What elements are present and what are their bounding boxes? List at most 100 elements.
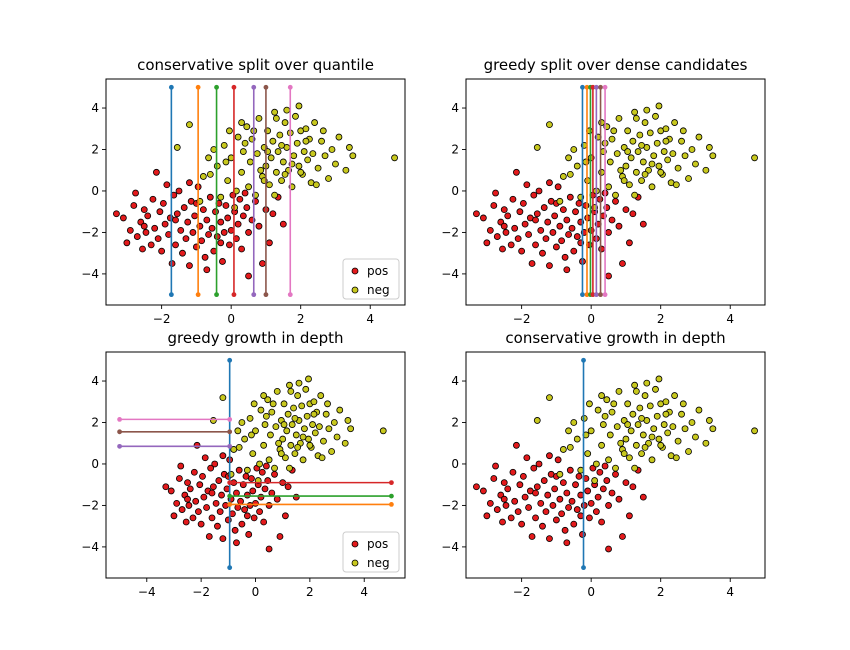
point-pos (619, 260, 626, 267)
point-pos (483, 239, 491, 247)
point-neg (605, 456, 612, 464)
split-line-end (389, 480, 394, 486)
point-neg (299, 456, 307, 464)
y-tick-label: 0 (91, 457, 99, 471)
point-pos (528, 533, 536, 540)
point-neg (615, 387, 623, 395)
point-neg (610, 127, 618, 135)
axes-frame (465, 351, 766, 579)
split-line-end (584, 84, 590, 90)
point-neg (260, 441, 268, 449)
point-pos (537, 499, 545, 507)
point-pos (243, 512, 251, 520)
point-pos (568, 497, 576, 505)
point-pos (252, 499, 259, 507)
point-pos (499, 518, 506, 526)
split-line-end (580, 84, 585, 90)
point-pos (184, 218, 192, 226)
subplot-greedy-split: greedy split over dense candidates −2 0 2 4… (441, 56, 766, 326)
point-neg (253, 150, 261, 158)
point-neg (678, 137, 685, 145)
legend: pos neg (342, 258, 400, 300)
point-neg (626, 181, 633, 189)
point-pos (570, 520, 578, 528)
point-neg (615, 114, 623, 122)
point-neg (624, 148, 632, 155)
point-neg (292, 431, 300, 439)
point-neg (570, 146, 578, 153)
point-pos (130, 202, 138, 209)
point-pos (599, 485, 607, 493)
point-pos (261, 485, 269, 493)
point-neg (310, 410, 318, 418)
point-neg (230, 446, 238, 453)
point-pos (612, 197, 619, 205)
point-neg (294, 392, 302, 399)
point-pos (532, 241, 539, 249)
point-neg (249, 450, 257, 457)
subplot-title: conservative split over quantile (137, 56, 374, 74)
point-neg (627, 427, 635, 435)
point-pos (509, 468, 517, 476)
point-neg (271, 191, 279, 199)
point-neg (287, 387, 295, 395)
point-pos (208, 224, 216, 232)
point-pos (492, 189, 499, 197)
point-pos (615, 222, 623, 230)
point-pos (178, 506, 186, 513)
point-neg (273, 387, 281, 395)
point-pos (639, 220, 647, 228)
point-pos (167, 487, 175, 495)
point-pos (191, 212, 199, 220)
point-neg (660, 421, 668, 428)
point-neg (246, 158, 254, 166)
point-pos (513, 168, 520, 176)
point-neg (310, 398, 318, 406)
point-neg (206, 170, 214, 178)
subplot-conservative-growth: conservative growth in depth −2 0 2 4 −4 −2 0 2… (441, 329, 766, 599)
point-pos (175, 475, 183, 482)
point-pos (523, 454, 531, 462)
point-neg (671, 392, 679, 399)
point-neg (674, 164, 682, 172)
split-line-end (227, 493, 233, 499)
point-pos (197, 520, 205, 528)
point-pos (626, 512, 633, 520)
point-pos (243, 204, 251, 211)
point-pos (203, 216, 211, 224)
point-pos (605, 272, 612, 280)
point-pos (265, 502, 273, 509)
split-line-end (590, 84, 596, 90)
point-neg (238, 168, 245, 176)
point-neg (328, 448, 336, 455)
point-pos (626, 239, 633, 247)
split-line-end (590, 292, 596, 298)
subplot-conservative-split: conservative split over quantile −2 0 2 4 −4… (81, 56, 406, 326)
point-neg (685, 448, 692, 455)
point-neg (328, 146, 336, 153)
point-neg (186, 121, 193, 129)
point-neg (320, 437, 327, 445)
point-neg (205, 154, 212, 162)
point-neg (283, 427, 291, 435)
x-tick-label: 2 (657, 585, 665, 599)
split-line-end (389, 493, 394, 499)
point-pos (281, 512, 289, 520)
point-pos (238, 245, 245, 253)
point-neg (321, 152, 329, 160)
point-pos (126, 226, 134, 234)
point-pos (500, 479, 508, 487)
point-neg (685, 175, 692, 182)
point-pos (516, 481, 524, 489)
point-pos (217, 218, 225, 226)
point-pos (142, 229, 150, 236)
split-line-end (287, 292, 293, 298)
point-pos (504, 212, 512, 220)
point-pos (273, 495, 281, 503)
point-pos (516, 208, 524, 216)
point-neg (641, 170, 649, 178)
point-neg (573, 435, 581, 443)
point-neg (598, 119, 605, 126)
point-neg (279, 158, 287, 166)
point-neg (636, 404, 644, 412)
